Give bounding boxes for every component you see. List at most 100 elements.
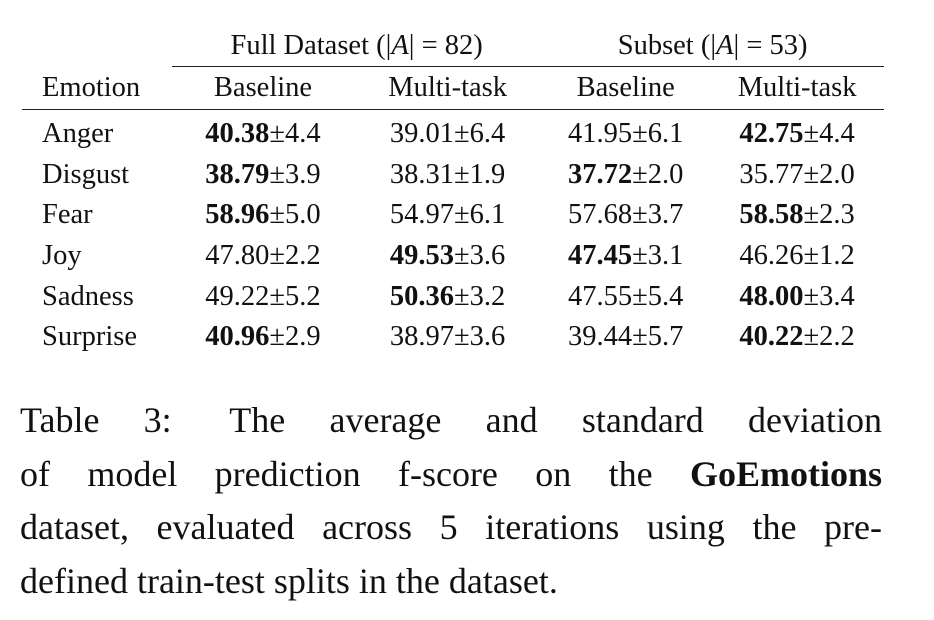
score-std: ±4.4 <box>269 118 321 150</box>
score-mean: 38.97 <box>389 321 455 353</box>
column-header-subset-baseline: Baseline <box>541 66 711 110</box>
score-std: ±3.4 <box>803 280 855 312</box>
score-std: ±6.1 <box>454 199 506 231</box>
cell-full-multitask: 50.36±3.2 <box>354 276 541 317</box>
cell-subset-baseline: 39.44±5.7 <box>541 317 710 358</box>
column-header-subset-multitask: Multi-task <box>710 66 884 110</box>
cell-subset-multitask: 40.22±2.2 <box>710 317 884 358</box>
score-mean: 57.68 <box>568 199 633 231</box>
cell-full-baseline: 49.22±5.2 <box>172 276 354 317</box>
cell-subset-baseline: 47.45±3.1 <box>541 236 710 277</box>
score-mean: 41.95 <box>568 118 633 150</box>
score-std: ±3.2 <box>454 280 506 312</box>
cell-full-baseline: 58.96±5.0 <box>172 195 354 236</box>
score-mean: 54.97 <box>389 199 455 231</box>
emotion-label: Anger <box>42 118 114 150</box>
score-std: ±6.4 <box>454 118 506 150</box>
score-mean: 47.55 <box>568 280 633 312</box>
table-row: Joy 47.80±2.2 49.53±3.6 47.45±3.1 46.26±1.2 <box>22 236 884 277</box>
cell-full-multitask: 38.97±3.6 <box>354 317 541 358</box>
score-mean: 37.72 <box>568 158 633 190</box>
cell-subset-multitask: 35.77±2.0 <box>710 155 884 196</box>
table-body: Anger 40.38±4.4 39.01±6.4 41.95±6.1 42.75±4.… <box>22 110 884 358</box>
table-row: Sadness 49.22±5.2 50.36±3.2 47.55±5.4 48.00±… <box>22 276 884 317</box>
cell-full-baseline: 40.96±2.9 <box>172 317 354 358</box>
score-mean: 40.22 <box>739 321 804 353</box>
score-std: ±2.0 <box>632 158 684 190</box>
group-header-row: Full Dataset (|A| = 82) Subset (|A| = 53… <box>22 26 884 67</box>
score-std: ±1.9 <box>454 158 506 190</box>
table-caption: Table 3: The average and standard deviat… <box>20 394 882 608</box>
score-std: ±5.0 <box>269 199 321 231</box>
score-mean: 38.79 <box>205 158 270 190</box>
score-mean: 49.53 <box>389 240 455 272</box>
caption-line-1: Table 3: The average and standard deviat… <box>20 400 882 440</box>
column-header-row: Emotion Baseline Multi-task Baseline Mul… <box>22 66 884 110</box>
cell-full-multitask: 38.31±1.9 <box>354 155 541 196</box>
score-mean: 48.00 <box>739 280 804 312</box>
cell-full-multitask: 39.01±6.4 <box>354 110 541 155</box>
column-header-full-multitask: Multi-task <box>353 66 542 110</box>
score-std: ±2.3 <box>803 199 855 231</box>
score-mean: 47.80 <box>205 240 270 272</box>
score-mean: 58.58 <box>739 199 804 231</box>
score-std: ±4.4 <box>803 118 855 150</box>
caption-line-4: defined train-test splits in the dataset… <box>20 560 558 601</box>
emotion-label: Disgust <box>42 158 130 190</box>
score-mean: 46.26 <box>739 240 804 272</box>
dataset-name: GoEmotions <box>689 453 882 494</box>
table-row: Fear 58.96±5.0 54.97±6.1 57.68±3.7 58.58±2.3 <box>22 195 884 236</box>
emotion-label: Fear <box>42 199 93 231</box>
score-std: ±3.6 <box>454 240 506 272</box>
column-header-full-baseline: Baseline <box>172 66 354 110</box>
score-std: ±5.7 <box>632 321 684 353</box>
table-row: Surprise 40.96±2.9 38.97±3.6 39.44±5.7 40.22… <box>22 317 884 358</box>
score-std: ±2.0 <box>803 158 855 190</box>
cell-subset-baseline: 57.68±3.7 <box>541 195 710 236</box>
cell-full-baseline: 40.38±4.4 <box>172 110 354 155</box>
score-std: ±3.7 <box>632 199 684 231</box>
score-std: ±2.2 <box>269 240 321 272</box>
score-mean: 40.96 <box>205 321 270 353</box>
cell-subset-baseline: 41.95±6.1 <box>541 110 710 155</box>
score-std: ±3.9 <box>269 158 321 190</box>
score-std: ±1.2 <box>803 240 855 272</box>
cell-subset-multitask: 42.75±4.4 <box>710 110 884 155</box>
caption-line-3: dataset, evaluated across 5 iterations u… <box>20 507 882 547</box>
table-row: Disgust 38.79±3.9 38.31±1.9 37.72±2.0 35.77±… <box>22 155 884 196</box>
score-mean: 58.96 <box>205 199 270 231</box>
group-header-subset: Subset (|A| = 53) <box>541 26 884 67</box>
score-std: ±2.9 <box>269 321 321 353</box>
score-std: ±3.1 <box>632 240 684 272</box>
group-header-spacer <box>22 26 172 67</box>
cell-subset-multitask: 48.00±3.4 <box>710 276 884 317</box>
score-mean: 40.38 <box>205 118 270 150</box>
cell-subset-baseline: 37.72±2.0 <box>541 155 710 196</box>
score-mean: 38.31 <box>389 158 455 190</box>
score-mean: 39.44 <box>568 321 633 353</box>
score-mean: 49.22 <box>205 280 270 312</box>
score-mean: 42.75 <box>739 118 804 150</box>
table-row: Anger 40.38±4.4 39.01±6.4 41.95±6.1 42.75±4.… <box>22 110 884 155</box>
column-header-emotion: Emotion <box>22 66 172 110</box>
group-header-full-dataset: Full Dataset (|A| = 82) <box>172 26 542 67</box>
cell-subset-multitask: 46.26±1.2 <box>710 236 884 277</box>
cell-full-baseline: 47.80±2.2 <box>172 236 354 277</box>
score-std: ±5.2 <box>269 280 321 312</box>
results-table: Full Dataset (|A| = 82) Subset (|A| = 53… <box>22 26 884 358</box>
emotion-label: Joy <box>42 240 82 272</box>
cell-full-multitask: 54.97±6.1 <box>354 195 541 236</box>
score-mean: 47.45 <box>568 240 633 272</box>
cell-full-multitask: 49.53±3.6 <box>354 236 541 277</box>
score-mean: 35.77 <box>739 158 804 190</box>
emotion-label: Sadness <box>42 280 134 312</box>
score-std: ±3.6 <box>454 321 506 353</box>
caption-line-2: of model prediction f-score on the GoEmo… <box>20 453 882 494</box>
score-mean: 50.36 <box>389 280 455 312</box>
emotion-label: Surprise <box>42 321 137 353</box>
cell-subset-baseline: 47.55±5.4 <box>541 276 710 317</box>
score-std: ±2.2 <box>803 321 855 353</box>
caption-label: Table 3: <box>20 400 172 440</box>
score-std: ±5.4 <box>632 280 684 312</box>
